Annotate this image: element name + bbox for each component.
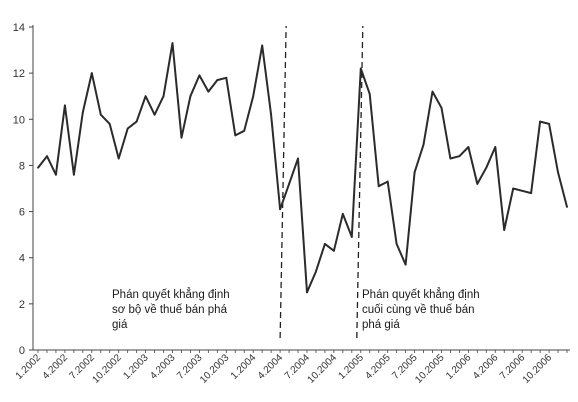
marker-annotation-line: phá giá [362,319,400,331]
data-point [37,166,39,169]
data-point [117,157,120,160]
data-point [386,180,389,183]
marker-annotation-line: giá [112,319,128,331]
data-point [467,146,470,148]
data-point [207,90,210,93]
data-point [485,166,488,169]
data-point [46,155,48,158]
x-tick-label: 1.2006 [444,352,474,382]
x-tick-label: 10.2006 [521,352,555,386]
marker-annotation-line: sơ bộ về thuế bán phá [112,304,228,316]
data-point [270,113,273,116]
marker-annotation-line: Phán quyết khẳng định [112,288,230,301]
data-point [135,120,138,123]
data-point [350,236,353,238]
data-point [126,127,129,130]
y-tick-label: 2 [19,299,25,311]
data-point [494,146,497,148]
data-point [72,173,75,176]
data-point [368,93,371,95]
data-point [81,111,84,114]
data-point [332,249,335,252]
data-point [189,95,192,98]
data-point [413,171,416,174]
y-tick-label: 10 [13,114,25,126]
dashed-marker-line [356,25,364,339]
y-tick-label: 8 [19,160,25,172]
data-point [55,173,57,176]
x-tick-label: 4.2006 [471,352,501,382]
series-line [37,42,568,294]
data-point [297,157,299,160]
x-tick-label: 10.2004 [306,352,340,386]
x-tick-label: 10.2005 [413,352,447,386]
data-point [539,120,542,123]
x-tick-label: 4.2005 [363,352,393,382]
data-point [171,42,174,45]
data-point [422,143,425,146]
data-point [557,171,559,174]
data-point [99,113,102,116]
data-point [315,270,317,273]
data-point [431,90,434,93]
data-point [153,113,156,116]
data-point [243,129,246,132]
data-point [440,106,443,109]
data-point [180,136,183,139]
dashed-marker-line [279,25,287,339]
data-point [548,123,550,125]
data-point [458,155,461,158]
x-tick-label: 4.2002 [41,352,71,382]
data-point [395,242,398,245]
data-point [216,79,219,81]
data-point [252,95,255,98]
data-point [566,206,568,208]
data-point [162,95,165,98]
data-point [530,192,533,195]
data-point [63,104,66,107]
data-point [234,134,237,137]
data-point [359,67,362,70]
data-point [225,76,228,79]
marker-annotation-line: cuối cùng về thuế bán [362,304,475,316]
data-point [144,95,147,98]
data-point [90,72,93,75]
data-point [503,229,506,231]
x-tick-label: 4.2003 [148,352,178,382]
data-point [449,157,452,160]
x-tick-label: 10.2003 [198,352,232,386]
data-point [261,44,264,47]
y-tick-label: 0 [19,345,25,357]
x-tick-label: 1.2005 [336,352,366,382]
data-point [324,242,326,245]
x-tick-label: 1.2004 [229,352,259,382]
data-point [512,187,515,190]
y-tick-label: 14 [13,22,25,34]
data-point [279,208,281,211]
x-tick-label: 4.2004 [256,352,286,382]
data-point [521,189,524,192]
data-point [288,182,290,185]
data-point [377,185,380,188]
x-tick-label: 1.2003 [121,352,151,382]
x-tick-label: 10.2002 [90,352,124,386]
data-point [404,263,407,266]
data-point [306,291,308,294]
y-tick-label: 4 [19,253,25,265]
y-tick-label: 6 [19,207,25,219]
marker-annotation-line: Phán quyết khẳng định [362,288,480,301]
data-point [476,182,479,185]
data-point [198,74,201,77]
y-tick-label: 12 [13,68,25,80]
data-point [341,212,344,215]
data-point [108,123,111,125]
